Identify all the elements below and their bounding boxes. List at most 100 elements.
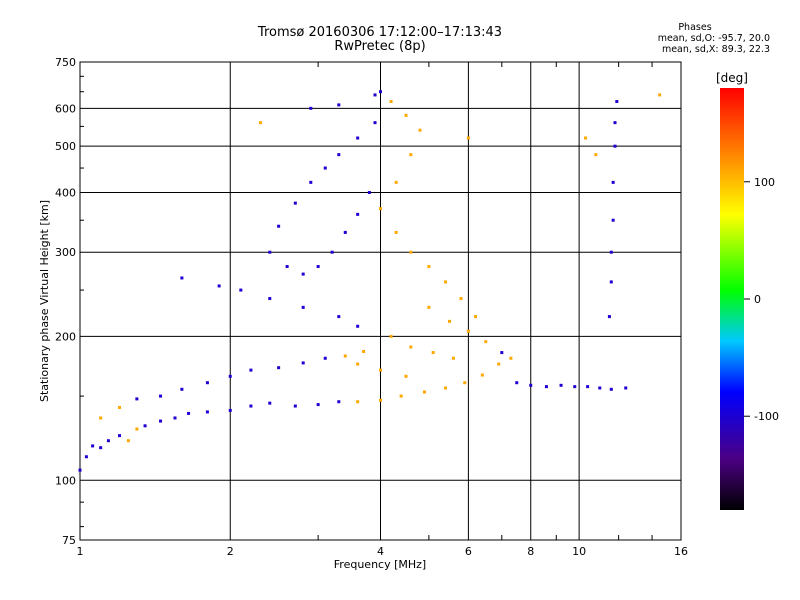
scatter-point — [249, 368, 253, 372]
scatter-point — [367, 190, 371, 194]
scatter-point — [451, 356, 455, 360]
scatter-point — [613, 121, 617, 125]
colorbar-tick-label: 100 — [754, 176, 775, 189]
scatter-point — [598, 386, 602, 390]
y-tick-label: 750 — [55, 56, 76, 69]
colorbar-ticks: 100 0 -100 — [744, 176, 779, 423]
scatter-point — [159, 394, 163, 398]
scatter-point — [611, 218, 615, 222]
scatter-point — [529, 383, 533, 387]
scatter-point — [615, 100, 619, 104]
scatter-point — [609, 280, 613, 284]
scatter-point — [500, 351, 504, 355]
grid-lines — [80, 62, 681, 540]
scatter-point — [409, 153, 413, 157]
scatter-point — [330, 250, 334, 254]
y-tick-label: 75 — [62, 534, 76, 547]
scatter-point — [463, 381, 467, 385]
y-tick-label: 100 — [55, 474, 76, 487]
scatter-point — [277, 224, 281, 228]
colorbar — [720, 88, 744, 510]
x-tick-label: 16 — [674, 545, 688, 558]
scatter-point — [285, 265, 289, 269]
scatter-point — [473, 315, 477, 319]
scatter-point — [99, 446, 103, 450]
scatter-point — [613, 144, 617, 148]
x-tick-label: 2 — [227, 545, 234, 558]
scatter-point — [466, 136, 470, 140]
scatter-point — [118, 405, 122, 409]
scatter-point — [293, 201, 297, 205]
y-tick-label: 600 — [55, 102, 76, 115]
scatter-point — [337, 400, 341, 404]
scatter-point — [205, 410, 209, 414]
scatter-point — [301, 305, 305, 309]
scatter-point — [293, 404, 297, 408]
scatter-point — [228, 408, 232, 412]
scatter-point — [544, 385, 548, 389]
scatter-point — [259, 121, 263, 125]
scatter-point — [143, 424, 147, 428]
scatter-point — [277, 366, 281, 370]
phases-header: Phases — [678, 22, 712, 33]
scatter-point — [337, 103, 341, 107]
scatter-point — [118, 434, 122, 438]
x-tick-label: 6 — [465, 545, 472, 558]
scatter-point — [379, 90, 382, 94]
y-axis-ticks: 75 100 200 300 400 500 600 750 — [55, 56, 84, 547]
scatter-point — [180, 387, 184, 391]
scatter-point — [78, 468, 82, 472]
scatter-point — [309, 180, 313, 184]
scatter-point — [309, 106, 313, 110]
scatter-point — [409, 250, 413, 254]
scatter-point — [586, 385, 590, 389]
y-axis-label: Stationary phase Virtual Height [km] — [38, 200, 51, 402]
scatter-point — [228, 374, 232, 378]
scatter-point — [84, 455, 88, 459]
scatter-point — [418, 128, 422, 132]
scatter-point — [404, 374, 408, 378]
scatter-point — [373, 93, 377, 97]
scatter-point — [404, 113, 408, 117]
scatter-point — [99, 416, 103, 420]
scatter-point — [409, 345, 413, 349]
scatter-point — [379, 368, 382, 372]
scatter-point — [356, 212, 360, 216]
scatter-point — [356, 400, 360, 404]
scatter-point — [91, 444, 95, 448]
chart-title-line1: Tromsø 20160306 17:12:00–17:13:43 — [257, 25, 503, 40]
scatter-point — [444, 386, 448, 390]
scatter-point — [448, 319, 452, 323]
scatter-point — [466, 329, 470, 333]
x-tick-label: 8 — [527, 545, 534, 558]
scatter-point — [135, 427, 139, 431]
scatter-point — [173, 416, 177, 420]
scatter-point — [268, 250, 272, 254]
scatter-point — [323, 356, 327, 360]
scatter-point — [427, 265, 431, 269]
scatter-point — [480, 373, 484, 377]
scatter-point — [459, 297, 463, 301]
scatter-point — [389, 334, 393, 338]
scatter-point — [126, 439, 130, 443]
scatter-point — [607, 315, 611, 319]
scatter-point — [268, 401, 272, 405]
scatter-point — [343, 354, 347, 358]
colorbar-tick-label: 0 — [754, 293, 761, 306]
scatter-point — [316, 403, 320, 407]
scatter-point — [268, 297, 272, 301]
scatter-point — [422, 390, 426, 394]
scatter-point — [187, 411, 191, 415]
phases-mean-x: mean, sd,X: 89.3, 22.3 — [661, 44, 770, 55]
chart-title-line2: RwPretec (8p) — [334, 39, 426, 54]
scatter-point — [249, 404, 253, 408]
scatter-point — [379, 398, 382, 402]
scatter-point — [431, 351, 435, 355]
scatter-point — [356, 362, 360, 366]
scatter-point — [497, 362, 501, 366]
phases-mean-o: mean, sd,O: -95.7, 20.0 — [657, 33, 770, 44]
scatter-point — [389, 100, 393, 104]
scatter-point — [559, 383, 563, 387]
scatter-point — [301, 272, 305, 276]
